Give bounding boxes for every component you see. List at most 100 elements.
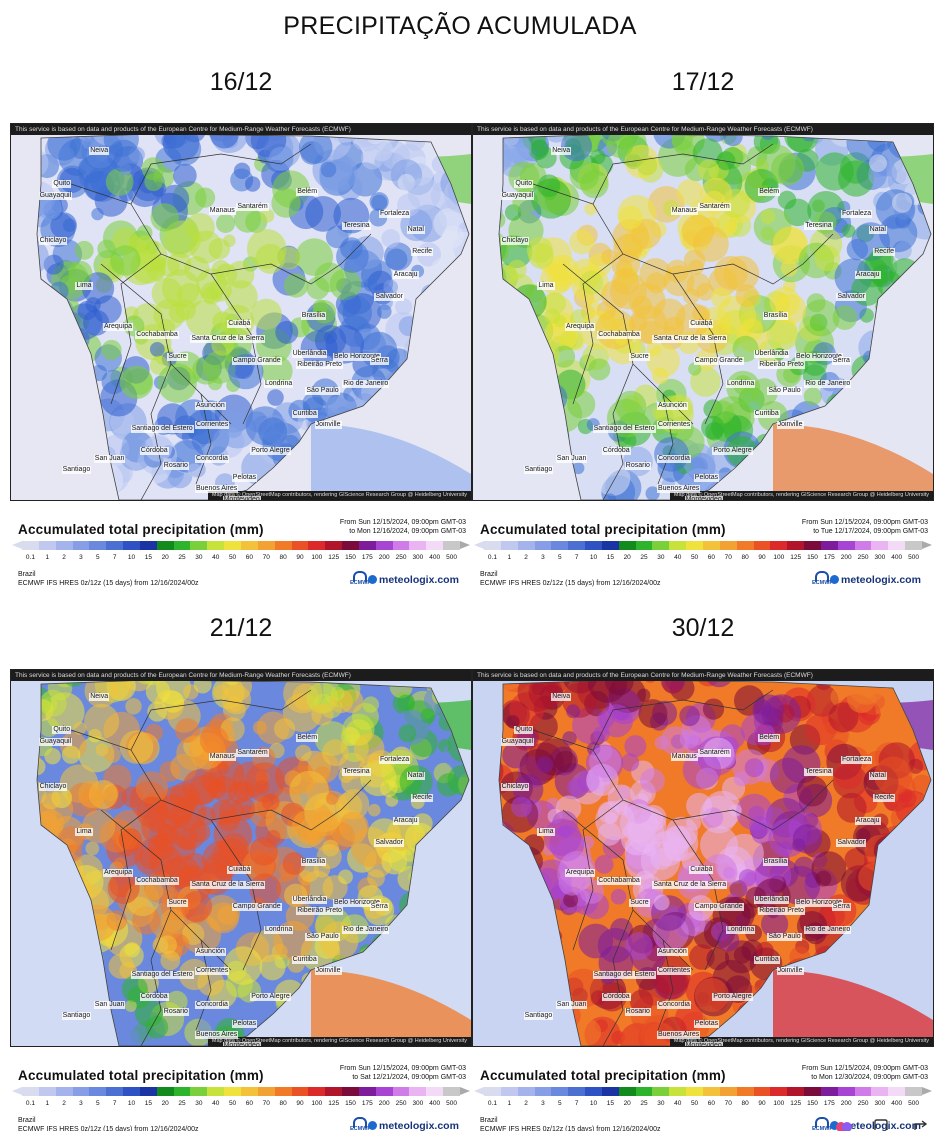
city-label: Buenos Aires <box>657 484 701 493</box>
colorbar-tick-label: 10 <box>589 554 598 561</box>
rain-cell <box>528 243 554 269</box>
rain-cell <box>580 169 609 199</box>
rain-cell <box>311 703 334 726</box>
colorbar-swatch <box>89 541 107 550</box>
colorbar-tick-label: 500 <box>908 554 919 561</box>
rain-cell <box>594 460 631 496</box>
rain-cell <box>314 262 345 293</box>
meteologix-logo: meteologix.com <box>830 574 921 586</box>
colorbar-tick-label: 200 <box>378 1100 390 1107</box>
colorbar-swatch <box>702 541 720 550</box>
rain-cell <box>245 176 261 192</box>
rain-cell <box>184 256 210 282</box>
rain-cell <box>846 238 869 261</box>
colorbar-swatch <box>854 1087 872 1096</box>
rain-cell <box>769 757 806 794</box>
colorbar-swatch <box>22 1087 39 1096</box>
colorbar-tick-label: 125 <box>790 554 802 561</box>
border-line <box>210 233 372 285</box>
rain-cell <box>579 270 604 295</box>
rain-cell <box>729 804 742 817</box>
colorbar-tick-label: 300 <box>412 1100 424 1107</box>
rain-cell <box>815 870 832 887</box>
colorbar-tick-label: 100 <box>311 1100 323 1107</box>
colorbar-tick-label: 25 <box>178 1100 186 1107</box>
range-from: From Sun 12/15/2024, 09:00pm GMT-03 <box>801 519 928 526</box>
colorbar-tick-label: 125 <box>790 1100 802 1107</box>
colorbar-swatch <box>484 1087 501 1096</box>
city-label: Arequipa <box>565 323 596 332</box>
legend: Accumulated total precipitation (mm) Fro… <box>10 508 472 588</box>
colorbar-tick-label: 3 <box>79 554 83 561</box>
rain-cell <box>197 969 225 996</box>
city-label: Córdoba <box>601 447 631 456</box>
rain-cell <box>511 796 532 818</box>
colorbar-swatch <box>291 1087 309 1096</box>
rain-cell <box>654 436 689 472</box>
rain-cell <box>679 705 700 727</box>
map-attribution: Map data © OpenStreetMap contributors, r… <box>207 491 471 500</box>
rain-cell <box>569 229 594 255</box>
rain-cell <box>127 732 160 765</box>
rain-cell <box>846 134 886 162</box>
city-label: Cuiabá <box>227 319 252 328</box>
colorbar-swatch <box>601 541 619 550</box>
city-label: Concordia <box>195 454 229 463</box>
rain-cell <box>360 759 397 797</box>
legend-range: From Sun 12/15/2024, 09:00pm GMT-03 to S… <box>340 1064 466 1082</box>
comment-icon[interactable] <box>873 1118 889 1131</box>
rain-cell <box>733 946 752 964</box>
rain-cell <box>77 300 98 321</box>
share-icon[interactable] <box>912 1118 930 1131</box>
legend-title: Accumulated total precipitation (mm) <box>18 1068 264 1083</box>
colorbar-swatch <box>106 541 124 550</box>
rain-cell <box>777 190 797 210</box>
rain-cell <box>177 282 203 309</box>
city-label: Campo Grande <box>231 357 282 366</box>
city-label: Guayaquil <box>38 737 73 746</box>
rain-cell <box>595 309 636 350</box>
rain-cell <box>267 389 284 406</box>
rain-cell <box>108 953 134 979</box>
model-label: ECMWF IFS HRES 0z/12z (15 days) from 12/… <box>18 1126 199 1131</box>
reaction-icon[interactable] <box>835 1118 853 1131</box>
rain-cell <box>383 279 399 295</box>
city-label: Joinville <box>776 421 804 430</box>
colorbar-swatch <box>207 1087 225 1096</box>
city-label: Santiago <box>523 466 554 475</box>
rain-cell <box>628 282 666 320</box>
rain-cell <box>769 286 800 318</box>
rain-cell <box>869 154 887 173</box>
colorbar-tick-label: 2 <box>524 554 528 561</box>
city-label: Teresina <box>342 767 371 776</box>
colorbar-tick-label: 400 <box>429 554 441 561</box>
rain-cell <box>828 702 859 733</box>
coastline <box>498 679 932 1046</box>
colorbar-tick-label: 1 <box>45 554 50 561</box>
colorbar-swatch <box>753 1087 771 1096</box>
colorbar-tick-label: 200 <box>840 554 852 561</box>
colorbar-strip <box>22 541 460 550</box>
rain-cell <box>119 365 154 399</box>
colorbar-swatch <box>274 1087 292 1096</box>
brand-text: meteologix.com <box>841 574 921 586</box>
rain-cell <box>420 708 436 724</box>
ecmwf-logo: ECMWF <box>350 1117 371 1131</box>
city-label: Chiclayo <box>500 782 530 791</box>
city-label: Santarém <box>698 202 731 211</box>
city-label: San Juan <box>93 1000 126 1009</box>
rain-cell <box>330 686 345 701</box>
rain-cell <box>363 278 378 292</box>
border-line <box>602 909 634 1046</box>
rain-cell <box>735 284 759 308</box>
model-label: ECMWF IFS HRES 0z/12z (15 days) from 12/… <box>480 580 661 587</box>
rain-cell <box>604 493 617 500</box>
city-label: Fortaleza <box>379 210 411 219</box>
city-label: Fortaleza <box>379 756 411 765</box>
rain-cell <box>601 249 617 265</box>
rain-cell <box>578 923 614 959</box>
rain-cell <box>160 950 181 971</box>
city-label: Uberlândia <box>753 895 790 904</box>
map-panel-21-12: 21/12 This service is based on data and … <box>10 614 472 1131</box>
colorbar-swatch <box>719 541 737 550</box>
